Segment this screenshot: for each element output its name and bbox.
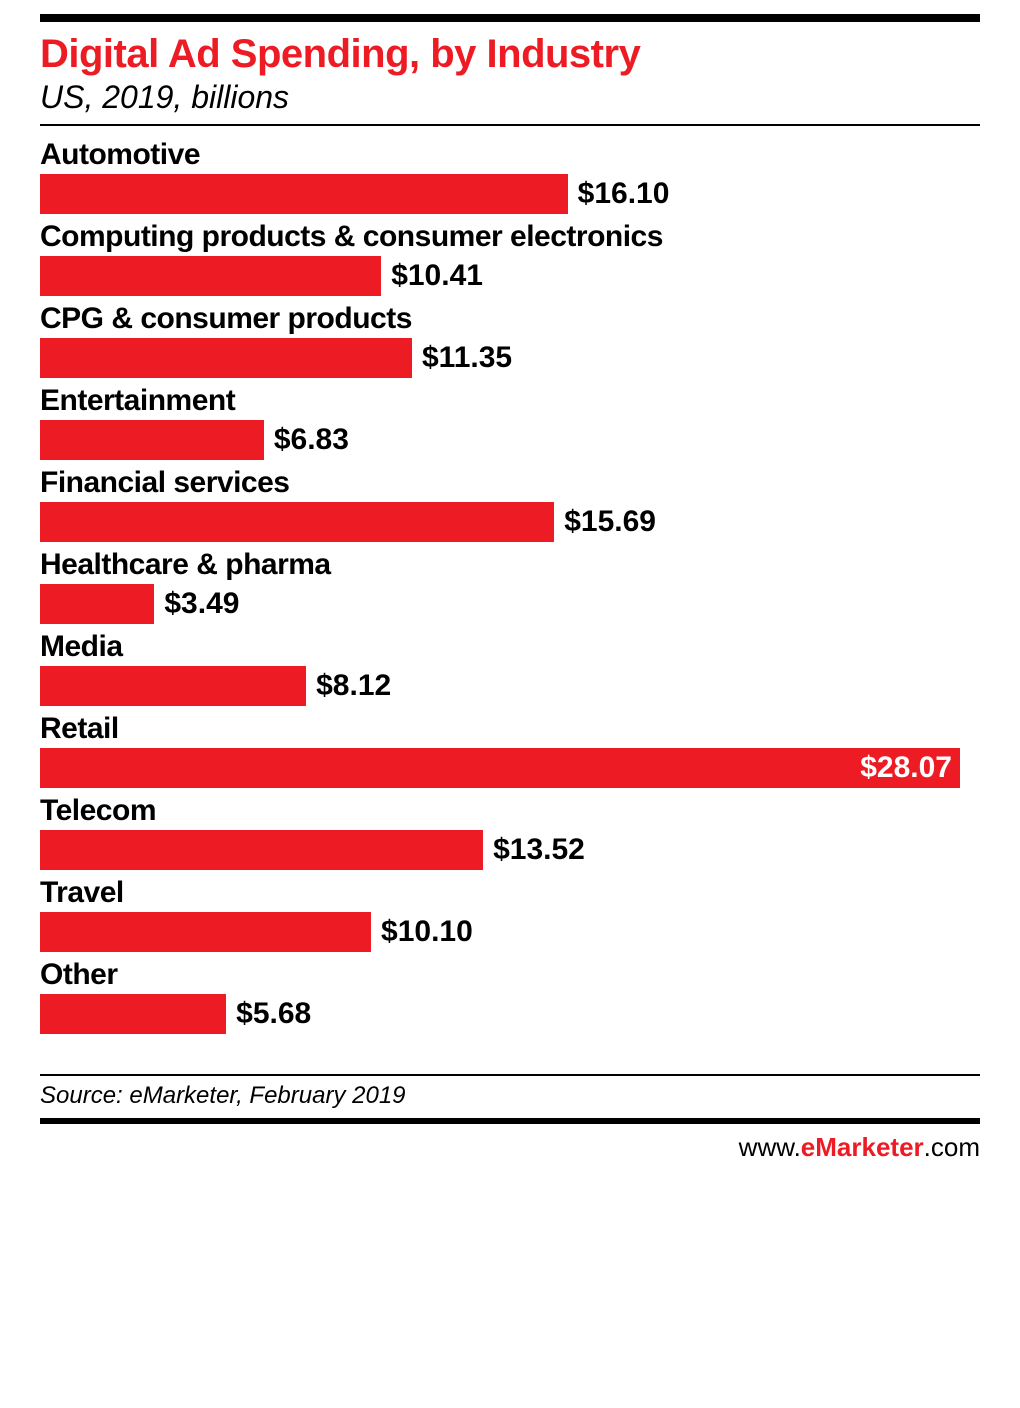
value-label: $13.52 — [493, 833, 585, 867]
category-label: CPG & consumer products — [40, 302, 980, 336]
footer-attribution: www.eMarketer.com — [40, 1124, 980, 1183]
value-label: $15.69 — [564, 505, 656, 539]
chart-row: Telecom $13.52 — [40, 794, 980, 870]
chart-row: Automotive $16.10 — [40, 138, 980, 214]
footer-suffix: .com — [924, 1132, 980, 1162]
chart-container: Digital Ad Spending, by Industry US, 201… — [40, 0, 980, 1183]
chart-row: Healthcare & pharma $3.49 — [40, 548, 980, 624]
bar: $28.07 — [40, 748, 960, 788]
chart-area: Automotive $16.10 Computing products & con… — [40, 126, 980, 1034]
category-label: Other — [40, 958, 980, 992]
bar-line: $28.07 — [40, 748, 980, 788]
bar-line: $5.68 — [40, 994, 980, 1034]
value-label: $6.83 — [274, 423, 349, 457]
category-label: Automotive — [40, 138, 980, 172]
value-label: $3.49 — [164, 587, 239, 621]
bar-line: $3.49 — [40, 584, 980, 624]
title-block: Digital Ad Spending, by Industry US, 201… — [40, 22, 980, 126]
category-label: Travel — [40, 876, 980, 910]
category-label: Financial services — [40, 466, 980, 500]
bar — [40, 502, 554, 542]
value-label: $16.10 — [578, 177, 670, 211]
category-label: Media — [40, 630, 980, 664]
bar-line: $11.35 — [40, 338, 980, 378]
footer-prefix: www. — [739, 1132, 801, 1162]
bar-line: $15.69 — [40, 502, 980, 542]
chart-row: Other $5.68 — [40, 958, 980, 1034]
bar-line: $8.12 — [40, 666, 980, 706]
category-label: Retail — [40, 712, 980, 746]
bar-line: $10.41 — [40, 256, 980, 296]
value-label: $28.07 — [860, 751, 952, 785]
chart-row: CPG & consumer products $11.35 — [40, 302, 980, 378]
bar — [40, 830, 483, 870]
bar — [40, 174, 568, 214]
category-label: Computing products & consumer electronic… — [40, 220, 980, 254]
bar-line: $6.83 — [40, 420, 980, 460]
bar — [40, 420, 264, 460]
bar — [40, 338, 412, 378]
chart-row: Entertainment $6.83 — [40, 384, 980, 460]
bar-line: $10.10 — [40, 912, 980, 952]
footer-brand: eMarketer — [801, 1132, 924, 1162]
value-label: $10.41 — [391, 259, 483, 293]
chart-row: Retail $28.07 — [40, 712, 980, 788]
bar — [40, 666, 306, 706]
top-rule — [40, 14, 980, 22]
source-text: Source: eMarketer, February 2019 — [40, 1076, 980, 1118]
bar-line: $13.52 — [40, 830, 980, 870]
value-label: $8.12 — [316, 669, 391, 703]
bar — [40, 912, 371, 952]
bar — [40, 994, 226, 1034]
chart-row: Travel $10.10 — [40, 876, 980, 952]
category-label: Healthcare & pharma — [40, 548, 980, 582]
value-label: $5.68 — [236, 997, 311, 1031]
bar — [40, 256, 381, 296]
chart-row: Media $8.12 — [40, 630, 980, 706]
bar-line: $16.10 — [40, 174, 980, 214]
chart-title: Digital Ad Spending, by Industry — [40, 32, 980, 77]
chart-row: Financial services $15.69 — [40, 466, 980, 542]
bar — [40, 584, 154, 624]
value-label: $11.35 — [422, 341, 512, 375]
chart-subtitle: US, 2019, billions — [40, 79, 980, 116]
chart-row: Computing products & consumer electronic… — [40, 220, 980, 296]
category-label: Telecom — [40, 794, 980, 828]
value-label: $10.10 — [381, 915, 473, 949]
category-label: Entertainment — [40, 384, 980, 418]
